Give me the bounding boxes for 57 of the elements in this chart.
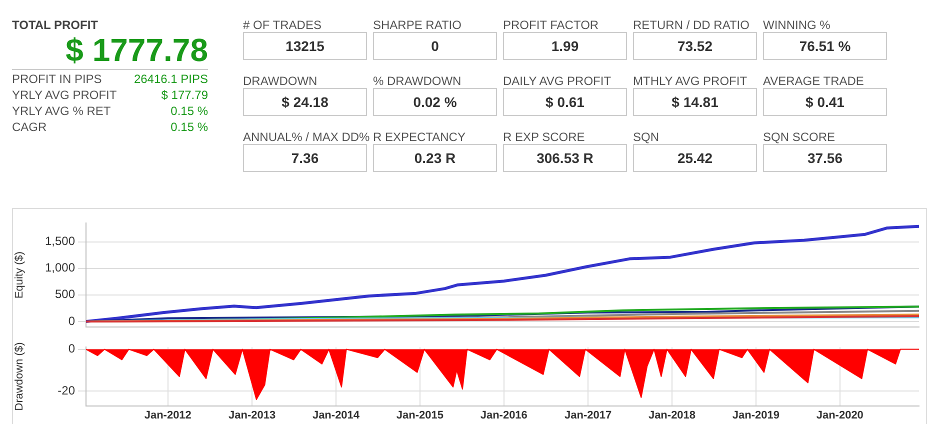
y-axis-title: Drawdown ($): [14, 342, 26, 411]
x-tick-label: Jan-2020: [816, 409, 864, 422]
category-label: ANNUAL% / MAX DD%: [243, 130, 371, 144]
category-label: SQN SCORE: [763, 130, 836, 144]
text: TOTAL PROFIT: [12, 18, 99, 32]
x-tick-label: Jan-2017: [564, 409, 612, 422]
category-label: # OF TRADES: [243, 18, 322, 32]
y-tick-label: 500: [54, 287, 76, 302]
category-label: R EXPECTANCY: [373, 130, 466, 144]
category-label: R EXP SCORE: [503, 130, 586, 144]
text: 306.53 R: [536, 150, 594, 166]
text: $ 24.18: [282, 94, 328, 110]
category-label: DRAWDOWN: [243, 74, 318, 88]
text: 0.02 %: [413, 94, 457, 110]
category-label: MTHLY AVG PROFIT: [633, 74, 748, 88]
x-tick-label: Jan-2014: [312, 409, 360, 422]
x-tick-label: Jan-2013: [228, 409, 276, 422]
x-tick-label: Jan-2016: [480, 409, 528, 422]
y-tick-label: -20: [58, 383, 76, 398]
x-tick-label: Jan-2018: [648, 409, 696, 422]
category-label: SHARPE RATIO: [373, 18, 462, 32]
text: 0: [431, 38, 439, 54]
text: $ 177.79: [161, 88, 208, 102]
category-label: YRLY AVG % RET: [12, 104, 111, 118]
text: 76.51 %: [799, 38, 851, 54]
y-axis-title: Equity ($): [14, 251, 26, 299]
category-label: CAGR: [12, 120, 47, 134]
y-tick-label: 0: [68, 314, 76, 328]
text: $ 0.61: [546, 94, 584, 110]
text: $ 1777.78: [12, 32, 208, 70]
text: $ 14.81: [672, 94, 718, 110]
y-tick-label: 1,500: [44, 234, 76, 248]
text: 1.99: [551, 38, 579, 54]
category-label: AVERAGE TRADE: [763, 74, 865, 88]
x-tick-label: Jan-2012: [144, 409, 192, 422]
category-label: SQN: [633, 130, 660, 144]
category-label: RETURN / DD RATIO: [633, 18, 750, 32]
category-label: PROFIT IN PIPS: [12, 72, 102, 86]
text: 0.15 %: [170, 104, 208, 118]
x-tick-label: Jan-2015: [396, 409, 444, 422]
text: $ 0.41: [806, 94, 844, 110]
y-tick-label: 0: [68, 342, 76, 356]
text: 0.15 %: [170, 120, 208, 134]
y-tick-label: 1,000: [44, 260, 76, 275]
text: 25.42: [677, 150, 713, 166]
text: 37.56: [807, 150, 843, 166]
text: 73.52: [677, 38, 713, 54]
category-label: DAILY AVG PROFIT: [503, 74, 612, 88]
category-label: WINNING %: [763, 18, 832, 32]
text: 13215: [286, 38, 324, 54]
text: 0.23 R: [414, 150, 456, 166]
category-label: % DRAWDOWN: [373, 74, 462, 88]
category-label: YRLY AVG PROFIT: [12, 88, 117, 102]
x-tick-label: Jan-2019: [732, 409, 780, 422]
text: 26416.1 PIPS: [134, 72, 208, 86]
text: 7.36: [291, 150, 319, 166]
category-label: PROFIT FACTOR: [503, 18, 600, 32]
